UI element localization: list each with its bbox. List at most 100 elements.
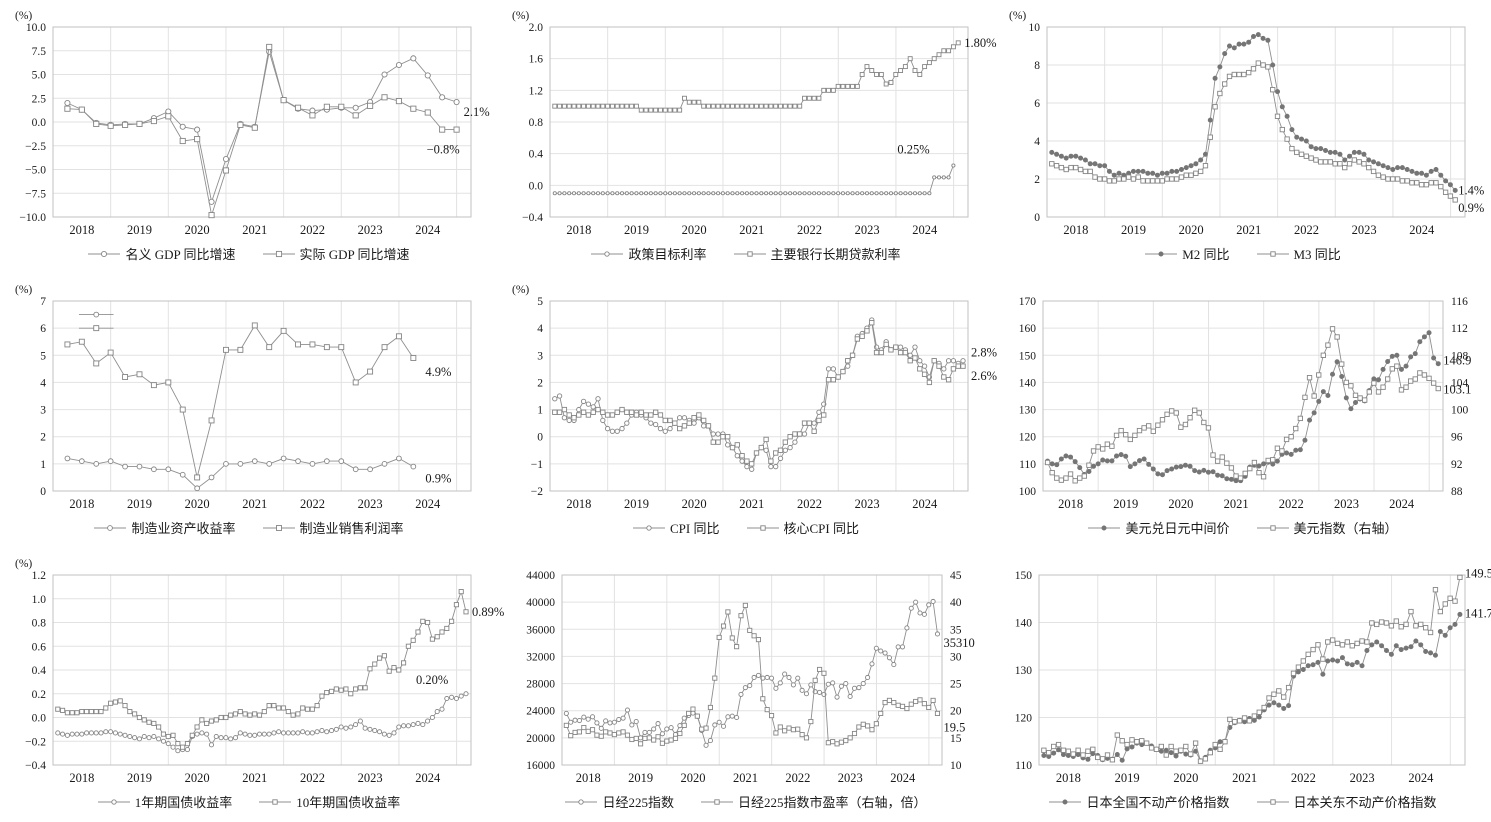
series-markers-1 xyxy=(54,589,469,750)
svg-text:150: 150 xyxy=(1014,570,1032,582)
series-markers-0 xyxy=(1044,330,1441,484)
svg-text:20: 20 xyxy=(950,706,962,718)
gridlines xyxy=(549,300,968,492)
series-line-1 xyxy=(554,321,963,465)
legend-item: CPI 同比 xyxy=(632,518,720,537)
series-end-label-0: 141.7 xyxy=(1464,606,1491,620)
svg-text:45: 45 xyxy=(950,570,962,582)
legend-item: M3 同比 xyxy=(1256,244,1341,263)
legend-marker-sample xyxy=(565,798,598,805)
series-end-label-0: 2.1% xyxy=(463,105,489,119)
legend-item: 日经225指数市盈率（右轴，倍） xyxy=(700,792,927,811)
legend-marker-sample xyxy=(1256,798,1289,805)
svg-text:−0.4: −0.4 xyxy=(25,760,46,772)
svg-text:2024: 2024 xyxy=(912,223,938,237)
axis-labels: 7 6 5 4 3 2 1 0 2018 2019 2020 2021 2022 2023 2024 xyxy=(40,296,441,511)
svg-text:2021: 2021 xyxy=(242,223,267,237)
svg-text:25: 25 xyxy=(950,679,962,691)
svg-text:2018: 2018 xyxy=(1055,771,1080,785)
svg-text:10: 10 xyxy=(950,760,962,772)
svg-text:5: 5 xyxy=(40,350,46,362)
axis-labels: 2.0 1.6 1.2 0.8 0.4 0.0 −0.4 2018 2019 2020 2021 20… xyxy=(522,22,938,237)
svg-text:0.4: 0.4 xyxy=(528,149,543,161)
series-end-label-1: 2.6% xyxy=(971,369,997,383)
svg-text:8: 8 xyxy=(1034,60,1040,72)
svg-text:2018: 2018 xyxy=(1058,497,1083,511)
svg-text:140: 140 xyxy=(1014,618,1032,630)
series-end-label-1: 0.9% xyxy=(1458,201,1484,215)
gdp-growth-legend: 名义 GDP 同比增速 实际 GDP 同比增速 xyxy=(87,244,410,263)
legend-marker-sample xyxy=(1256,524,1289,531)
svg-text:30: 30 xyxy=(950,651,962,663)
gridlines xyxy=(52,26,471,218)
svg-text:110: 110 xyxy=(1015,760,1032,772)
series-markers-1 xyxy=(551,40,961,113)
svg-text:2019: 2019 xyxy=(126,771,151,785)
svg-text:2022: 2022 xyxy=(785,771,810,785)
svg-text:2023: 2023 xyxy=(357,771,382,785)
legend-item: 名义 GDP 同比增速 xyxy=(87,244,236,263)
svg-text:2019: 2019 xyxy=(623,497,648,511)
series-markers-0 xyxy=(1040,611,1462,764)
svg-text:2023: 2023 xyxy=(854,223,879,237)
legend-label: 美元兑日元中间价 xyxy=(1125,521,1230,536)
svg-text:2023: 2023 xyxy=(1349,771,1374,785)
nikkei-legend: 日经225指数 日经225指数市盈率（右轴，倍） xyxy=(564,792,927,811)
legend-item: 日经225指数 xyxy=(564,792,674,811)
svg-text:40000: 40000 xyxy=(526,597,555,609)
series-end-label-1: 4.9% xyxy=(425,365,451,379)
axis-unit-label: (%) xyxy=(512,284,529,296)
svg-text:2: 2 xyxy=(1034,174,1040,186)
svg-text:2024: 2024 xyxy=(1409,223,1435,237)
legend-item: 主要银行长期贷款利率 xyxy=(733,244,901,263)
svg-text:36000: 36000 xyxy=(526,624,555,636)
svg-text:40: 40 xyxy=(950,597,962,609)
svg-text:4: 4 xyxy=(40,377,46,389)
plot-border xyxy=(549,26,968,218)
svg-text:2022: 2022 xyxy=(299,223,324,237)
axis-labels: 150 140 130 120 110 2018 2019 2020 2021 2022 2023 2… xyxy=(1014,570,1433,785)
svg-text:2022: 2022 xyxy=(796,497,821,511)
svg-text:2023: 2023 xyxy=(1333,497,1358,511)
axis-labels: 170 160 150 140 130 120 110 100 116 112 108 104 100 9… xyxy=(1018,296,1468,511)
money-supply-chart-canvas: 10 8 6 4 2 0 2018 2019 2020 2021 2022 2023 2024 (%) 1.… xyxy=(1009,10,1484,237)
plot-border xyxy=(1046,26,1465,218)
legend-item: 10年期国债收益率 xyxy=(258,792,400,811)
legend-marker-sample xyxy=(262,524,295,531)
manufacturing-legend: 制造业资产收益率 制造业销售利润率 xyxy=(93,518,404,537)
svg-text:2022: 2022 xyxy=(1278,497,1303,511)
svg-text:100: 100 xyxy=(1018,486,1036,498)
svg-text:10.0: 10.0 xyxy=(25,22,45,34)
svg-text:2021: 2021 xyxy=(1232,771,1257,785)
svg-text:2018: 2018 xyxy=(566,223,591,237)
svg-text:2022: 2022 xyxy=(299,771,324,785)
svg-text:−1: −1 xyxy=(530,459,542,471)
svg-text:0: 0 xyxy=(537,432,543,444)
svg-text:2020: 2020 xyxy=(1173,771,1198,785)
svg-text:100: 100 xyxy=(1451,405,1469,417)
legend-label: 政策目标利率 xyxy=(628,247,707,262)
svg-text:2023: 2023 xyxy=(357,223,382,237)
svg-text:2021: 2021 xyxy=(242,771,267,785)
chart-panel-usdjpy-dxy: 170 160 150 140 130 120 110 100 116 112 108 104 100 9… xyxy=(994,274,1491,548)
legend-item: 核心CPI 同比 xyxy=(746,518,859,537)
svg-text:2024: 2024 xyxy=(912,497,938,511)
legend-marker-sample xyxy=(591,250,624,257)
svg-text:2024: 2024 xyxy=(415,771,441,785)
legend-label: 10年期国债收益率 xyxy=(296,795,401,810)
nikkei-chart-canvas: 44000 40000 36000 32000 28000 24000 20000 16000… xyxy=(526,570,974,785)
money-supply-legend: M2 同比 M3 同比 xyxy=(1144,244,1341,263)
svg-text:2019: 2019 xyxy=(628,771,653,785)
svg-text:120: 120 xyxy=(1014,713,1032,725)
svg-text:−0.4: −0.4 xyxy=(522,212,543,224)
series-markers-1 xyxy=(63,43,460,219)
svg-text:2.5: 2.5 xyxy=(31,93,46,105)
series-markers-1 xyxy=(1040,574,1463,764)
series-markers-0 xyxy=(64,455,416,492)
series-end-label-0: 35310 xyxy=(943,636,974,650)
legend-label: 名义 GDP 同比增速 xyxy=(125,247,236,262)
axis-unit-label: (%) xyxy=(15,10,32,22)
svg-text:−7.5: −7.5 xyxy=(25,188,46,200)
legend-label: 实际 GDP 同比增速 xyxy=(299,247,410,262)
